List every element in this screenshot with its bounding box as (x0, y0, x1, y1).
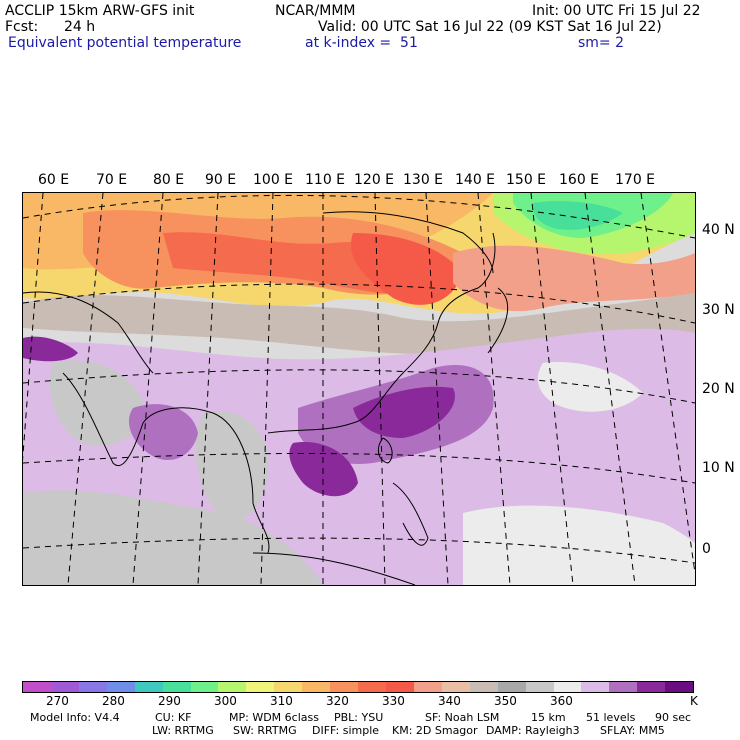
org-label: NCAR/MMM (275, 3, 356, 19)
colorbar-swatch (665, 682, 694, 692)
lon-label: 80 E (153, 172, 185, 188)
colorbar-tick-label: 320 (326, 694, 349, 708)
footer-item: PBL: YSU (334, 711, 384, 724)
lon-label: 90 E (205, 172, 237, 188)
footer-item: DAMP: Rayleigh3 (486, 724, 580, 737)
lon-label: 110 E (305, 172, 346, 188)
footer-item: SF: Noah LSM (425, 711, 500, 724)
lon-label: 170 E (615, 172, 656, 188)
colorbar-swatch (581, 682, 610, 692)
colorbar-swatch (274, 682, 303, 692)
colorbar-tick-label: 270 (46, 694, 69, 708)
colorbar-swatch (553, 682, 582, 692)
colorbar-swatch (469, 682, 498, 692)
colorbar-swatch (358, 682, 386, 692)
lat-label: 20 N (702, 381, 735, 397)
colorbar-swatch (413, 682, 442, 692)
colorbar-tick-label: 300 (214, 694, 237, 708)
colorbar-swatch (385, 682, 414, 692)
lon-label: 130 E (403, 172, 444, 188)
colorbar-tick-label: 330 (382, 694, 405, 708)
colorbar-swatch (246, 682, 275, 692)
colorbar-swatch (218, 682, 247, 692)
lat-label: 10 N (702, 460, 735, 476)
colorbar-unit: K (690, 694, 698, 708)
colorbar-tick-label: 340 (438, 694, 461, 708)
smoothing-label: sm= 2 (578, 35, 625, 51)
footer-item: 51 levels (586, 711, 636, 724)
colorbar-swatch (78, 682, 107, 692)
init-time: Init: 00 UTC Fri 15 Jul 22 (532, 3, 701, 19)
footer-item: SW: RRTMG (233, 724, 297, 737)
level-label: at k-index = 51 (305, 35, 418, 51)
colorbar-tick-label: 280 (102, 694, 125, 708)
lon-label: 120 E (354, 172, 395, 188)
footer-item: 90 sec (655, 711, 692, 724)
lon-label: 60 E (38, 172, 70, 188)
colorbar-swatch (106, 682, 135, 692)
colorbar-swatch (134, 682, 163, 692)
colorbar-tick-label: 290 (158, 694, 181, 708)
colorbar-tick-label: 310 (270, 694, 293, 708)
colorbar-swatch (441, 682, 470, 692)
colorbar-tick-label: 350 (494, 694, 517, 708)
colorbar-swatch (23, 682, 51, 692)
colorbar-swatch (609, 682, 638, 692)
colorbar-swatch (50, 682, 79, 692)
lon-label: 150 E (506, 172, 547, 188)
footer-item: Model Info: V4.4 (30, 711, 120, 724)
lat-label: 40 N (702, 222, 735, 238)
theta-e-map (22, 192, 696, 586)
forecast-label: Fcst: (5, 19, 39, 35)
footer-item: SFLAY: MM5 (600, 724, 665, 737)
colorbar-swatch (525, 682, 554, 692)
footer-item: CU: KF (155, 711, 192, 724)
colorbar-swatch (497, 682, 526, 692)
colorbar-swatch (162, 682, 191, 692)
map-field-svg (23, 193, 695, 585)
field-name: Equivalent potential temperature (8, 35, 242, 51)
lon-label: 100 E (253, 172, 294, 188)
colorbar-tick-label: 360 (550, 694, 573, 708)
colorbar (22, 681, 694, 693)
lon-label: 140 E (455, 172, 496, 188)
lat-label: 30 N (702, 302, 735, 318)
footer-item: MP: WDM 6class (229, 711, 319, 724)
forecast-hours: 24 h (64, 19, 96, 35)
footer-item: DIFF: simple (312, 724, 380, 737)
model-title: ACCLIP 15km ARW-GFS init (5, 3, 195, 19)
footer-item: LW: RRTMG (152, 724, 214, 737)
colorbar-swatch (302, 682, 331, 692)
footer-item: KM: 2D Smagor (392, 724, 478, 737)
lon-label: 70 E (96, 172, 128, 188)
footer-item: 15 km (531, 711, 566, 724)
colorbar-swatch (190, 682, 219, 692)
lon-label: 160 E (559, 172, 600, 188)
lat-label: 0 (702, 541, 711, 557)
colorbar-swatch (330, 682, 359, 692)
colorbar-swatch (637, 682, 666, 692)
valid-time: Valid: 00 UTC Sat 16 Jul 22 (09 KST Sat … (318, 19, 662, 35)
